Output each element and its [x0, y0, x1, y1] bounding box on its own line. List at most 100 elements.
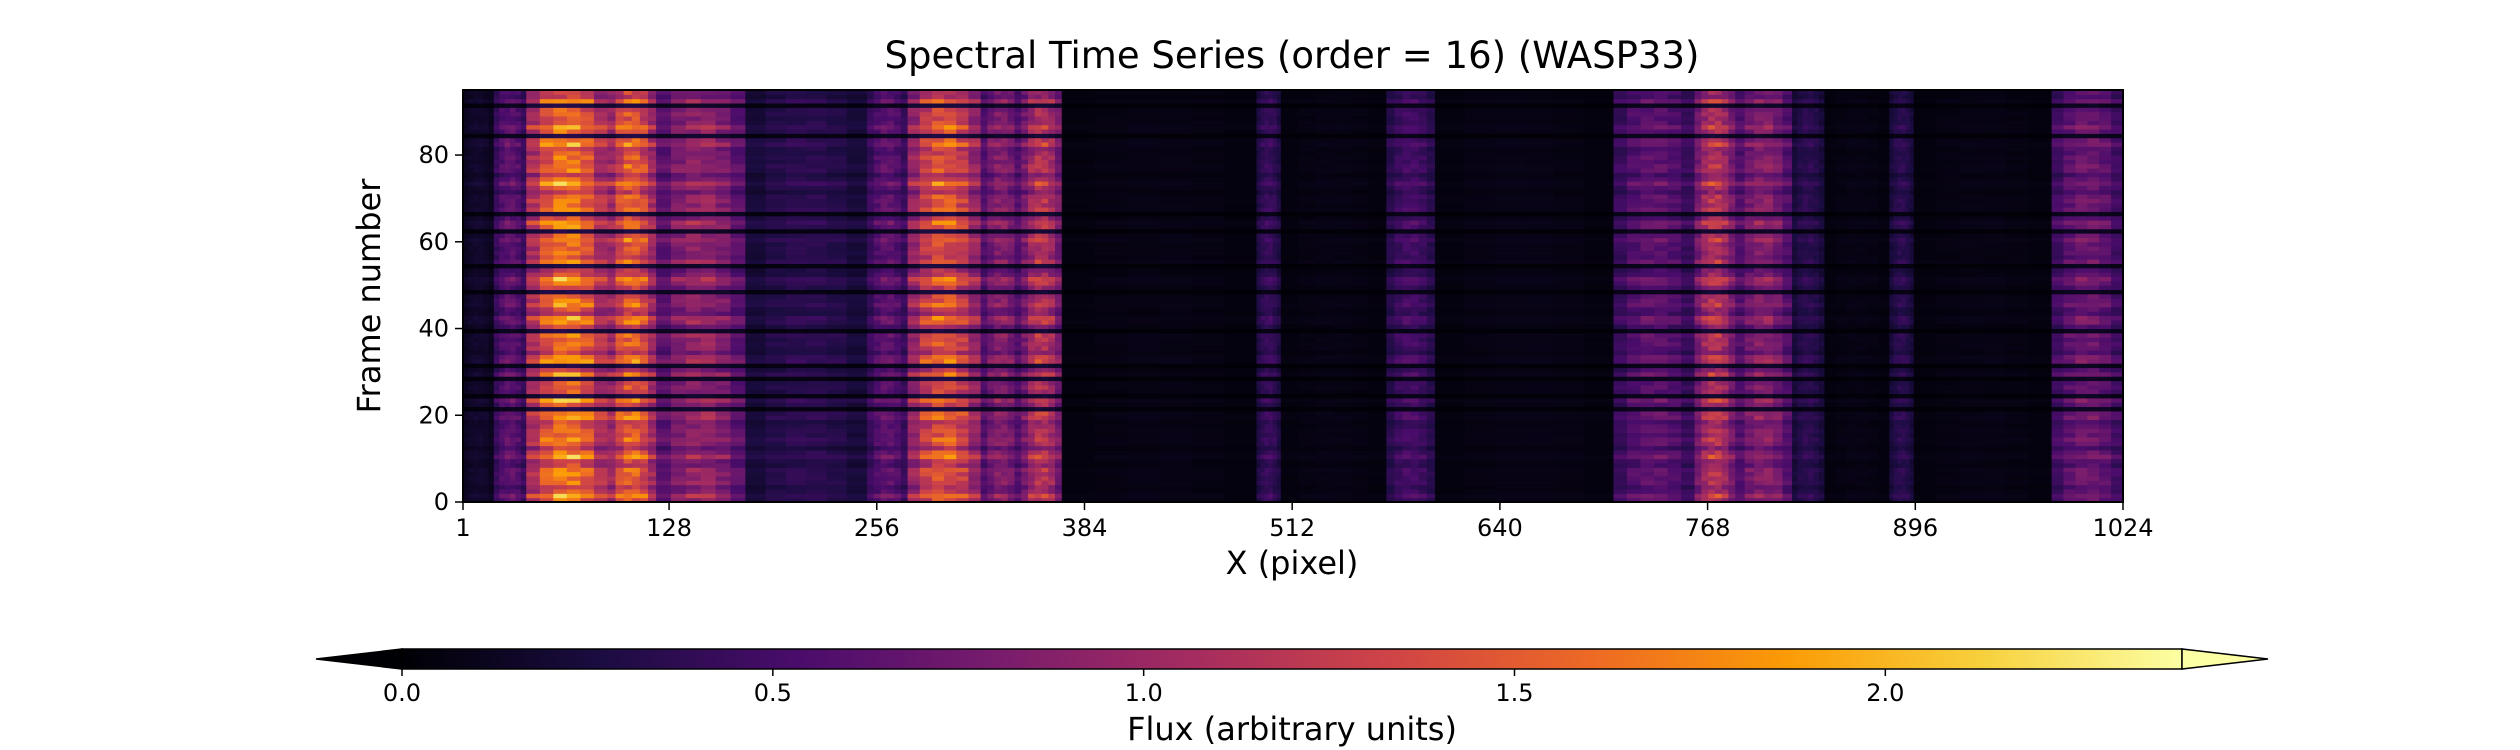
heatmap-cell: [1583, 367, 1615, 373]
heatmap-cell: [1744, 415, 1755, 421]
heatmap-cell: [1846, 480, 1858, 486]
heatmap-cell: [1426, 445, 1436, 451]
heatmap-cell: [1553, 488, 1585, 494]
heatmap-cell: [615, 345, 625, 351]
heatmap-cell: [1878, 493, 1890, 499]
heatmap-cell: [1901, 462, 1907, 468]
heatmap-cell: [1034, 363, 1043, 369]
heatmap-cell: [1744, 406, 1755, 412]
heatmap-cell: [1763, 393, 1774, 399]
heatmap-cell: [956, 410, 970, 416]
heatmap-cell: [1315, 458, 1335, 464]
heatmap-cell: [944, 497, 957, 503]
heatmap-cell: [1856, 384, 1869, 390]
heatmap-cell: [1021, 488, 1029, 494]
heatmap-cell: [607, 415, 617, 421]
heatmap-cell: [1654, 497, 1669, 503]
heatmap-cell: [1333, 419, 1352, 425]
heatmap-cell: [2005, 358, 2030, 364]
heatmap-cell: [1553, 419, 1585, 425]
heatmap-cell: [593, 363, 609, 369]
heatmap-cell: [1021, 467, 1029, 473]
heatmap-cell: [1298, 436, 1317, 442]
heatmap-cell: [1494, 410, 1525, 416]
heatmap-cell: [2028, 393, 2053, 399]
heatmap-cell: [566, 354, 581, 360]
heatmap-cell: [887, 397, 895, 403]
heatmap-cell: [1835, 449, 1847, 455]
heatmap-cell: [873, 410, 882, 416]
heatmap-cell: [873, 419, 882, 425]
heatmap-cell: [1867, 471, 1880, 477]
heatmap-cell: [656, 484, 672, 490]
heatmap-cell: [1654, 410, 1669, 416]
heatmap-cell: [504, 432, 511, 438]
heatmap-cell: [1464, 454, 1496, 460]
heatmap-cell: [1464, 350, 1496, 356]
heatmap-cell: [631, 419, 641, 425]
heatmap-cell: [1272, 389, 1278, 395]
heatmap-cell: [900, 441, 909, 447]
heatmap-cell: [504, 380, 511, 386]
heatmap-cell: [1268, 423, 1274, 429]
heatmap-cell: [1893, 358, 1899, 364]
heatmap-cell: [1640, 380, 1655, 386]
heatmap-cell: [1782, 345, 1793, 351]
heatmap-cell: [826, 475, 848, 481]
heatmap-cell: [1694, 462, 1702, 468]
heatmap-cell: [1394, 471, 1404, 477]
heatmap-cell: [919, 484, 933, 490]
heatmap-cell: [1846, 428, 1858, 434]
heatmap-cell: [900, 488, 909, 494]
heatmap-cell: [483, 402, 490, 408]
heatmap-cell: [1055, 436, 1063, 442]
heatmap-cell: [1701, 354, 1709, 360]
heatmap-cell: [1126, 471, 1160, 477]
heatmap-cell: [1041, 475, 1049, 481]
heatmap-cell: [1333, 367, 1352, 373]
heatmap-cell: [944, 480, 957, 486]
heatmap-cell: [1034, 402, 1043, 408]
heatmap-cell: [894, 475, 902, 481]
heatmap-cell: [1744, 397, 1755, 403]
heatmap-cell: [919, 462, 933, 468]
heatmap-cell: [1386, 471, 1396, 477]
heatmap-cell: [944, 475, 957, 481]
heatmap-cell: [1094, 415, 1128, 421]
heatmap-cell: [994, 358, 1002, 364]
heatmap-cell: [715, 376, 732, 382]
heatmap-cell: [520, 397, 527, 403]
heatmap-cell: [1034, 345, 1043, 351]
heatmap-cell: [1808, 380, 1815, 386]
heatmap-cell: [463, 376, 469, 382]
heatmap-cell: [2005, 484, 2030, 490]
heatmap-cell: [1819, 445, 1826, 451]
heatmap-cell: [900, 376, 909, 382]
heatmap-cell: [1014, 389, 1022, 395]
heatmap-cell: [1298, 410, 1317, 416]
heatmap-cell: [1754, 488, 1765, 494]
heatmap-cell: [1721, 436, 1730, 442]
heatmap-cell: [623, 458, 633, 464]
heatmap-cell: [1394, 384, 1404, 390]
heatmap-cell: [473, 454, 480, 460]
heatmap-cell: [1464, 441, 1496, 447]
heatmap-cell: [1905, 380, 1911, 386]
heatmap-cell: [931, 350, 945, 356]
heatmap-cell: [1846, 471, 1858, 477]
heatmap-cell: [900, 493, 909, 499]
heatmap-cell: [867, 397, 875, 403]
heatmap-cell: [1728, 397, 1736, 403]
heatmap-cell: [1126, 350, 1160, 356]
heatmap-cell: [944, 454, 957, 460]
heatmap-cell: [1034, 441, 1043, 447]
heatmap-cell: [1982, 428, 2007, 434]
heatmap-cell: [1627, 367, 1642, 373]
heatmap-cell: [520, 341, 527, 347]
heatmap-cell: [1041, 497, 1049, 503]
heatmap-cell: [873, 371, 882, 377]
heatmap-cell: [593, 454, 609, 460]
heatmap-cell: [1027, 371, 1036, 377]
heatmap-cell: [765, 376, 787, 382]
heatmap-cell: [473, 449, 480, 455]
